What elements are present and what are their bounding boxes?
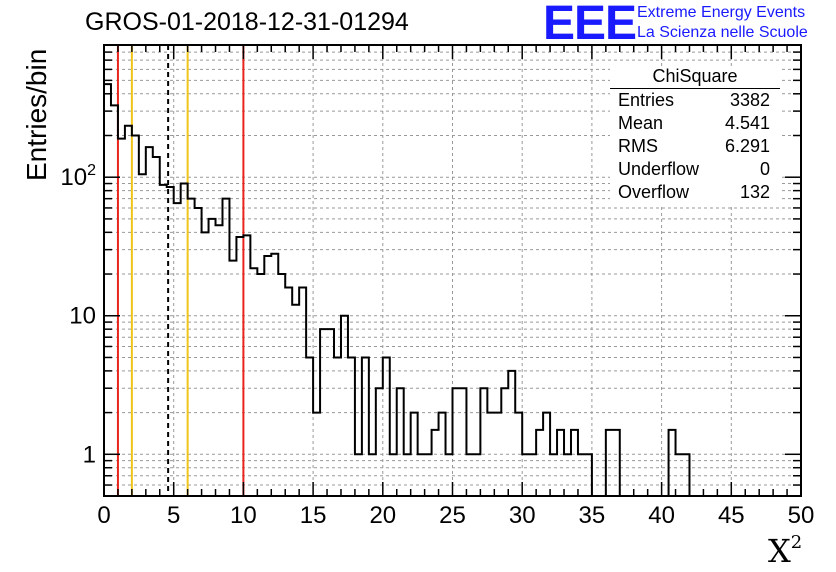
histogram-bin [501,388,508,496]
y-axis-label: Entries/bin [21,48,52,181]
histogram-bin [139,174,146,496]
y-tick-label: 102 [60,162,96,191]
histogram-bin [278,274,285,496]
histogram-bin [271,254,278,496]
histogram-bin [167,187,174,496]
x-axis-label: X2 [768,532,802,570]
stats-value: 3382 [729,90,770,110]
stats-title: ChiSquare [610,66,780,89]
histogram-bin [362,357,369,496]
stats-row-overflow: Overflow 132 [610,181,780,204]
stats-row-entries: Entries 3382 [610,89,780,112]
histogram-bin [508,371,515,496]
x-tick-label: 35 [579,502,606,529]
stats-label: Mean [618,113,664,133]
histogram-bin [571,430,578,496]
histogram-bin [334,357,341,496]
histogram-bin [397,388,404,496]
histogram-bin [188,199,195,496]
histogram-bin [669,430,676,496]
histogram-bin [480,388,487,496]
x-tick-label: 40 [648,502,675,529]
x-tick-label: 5 [167,502,180,529]
stats-row-underflow: Underflow 0 [610,158,780,181]
histogram-bin [257,274,264,496]
x-tick-label: 50 [788,502,815,529]
logo-caption: Extreme Energy Events La Scienza nelle S… [637,3,808,43]
x-tick-label: 20 [369,502,396,529]
histogram-bin [613,430,620,496]
histogram-bin [536,430,543,496]
x-axis-label-superscript: 2 [790,532,803,553]
histogram-bin [299,287,306,496]
histogram-bin [383,357,390,496]
histogram-bin [222,199,229,496]
stats-box: ChiSquare Entries 3382 Mean 4.541 RMS 6.291… [610,66,780,204]
chart-title: GROS-01-2018-12-31-01294 [85,8,409,36]
y-tick-label: 1 [83,441,96,468]
y-tick-label: 10 [69,303,96,330]
histogram-bin [306,357,313,496]
histogram-bin [174,203,181,496]
histogram-bin [557,430,564,496]
histogram-bin [264,256,271,496]
x-axis-label-base: X [768,532,791,570]
x-tick-label: 45 [718,502,745,529]
histogram-bin [125,126,132,496]
histogram-bin [146,147,153,496]
stats-row-rms: RMS 6.291 [610,135,780,158]
histogram-bin [250,268,257,496]
histogram-bin [341,316,348,496]
stats-label: RMS [618,136,658,156]
x-tick-label: 30 [509,502,536,529]
stats-value: 132 [739,182,770,202]
histogram-bin [453,388,460,496]
histogram-bin [160,185,167,496]
stats-label: Underflow [618,159,700,179]
logo-caption-line1: Extreme Energy Events [637,4,806,21]
stats-value: 4.541 [724,113,770,133]
histogram-bin [216,225,223,496]
x-tick-label: 25 [439,502,466,529]
x-tick-label: 0 [97,502,110,529]
stats-label: Overflow [618,182,690,202]
stats-label: Entries [618,90,675,110]
stats-row-mean: Mean 4.541 [610,112,780,135]
histogram-bin [104,84,111,496]
stats-value: 0 [759,159,770,179]
histogram-bin [376,388,383,496]
stats-value: 6.291 [724,136,770,156]
histogram-bin [181,184,188,496]
x-tick-label: 10 [230,502,257,529]
histogram-bin [285,287,292,496]
histogram-bin [202,232,209,496]
histogram-bin [606,430,613,496]
histogram-bin [236,237,243,496]
eee-logo: EEE [543,0,637,50]
histogram-bin [348,357,355,496]
histogram-bin [459,388,466,496]
histogram-bin [195,208,202,496]
histogram-bin [118,139,125,496]
x-tick-label: 15 [300,502,327,529]
histogram-bin [432,430,439,496]
logo-caption-line2: La Scienza nelle Scuole [637,24,808,41]
histogram-bin [111,105,118,496]
